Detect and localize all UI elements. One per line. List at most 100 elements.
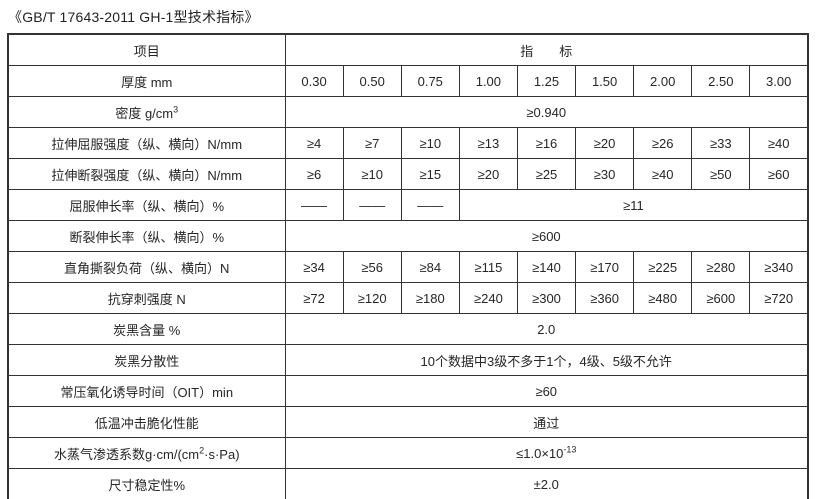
spec-table: 项目 指 标厚度 mm 0.30 0.50 0.75 1.00 1.25 1.50 2.00 2.… <box>7 33 809 499</box>
row-label-cell: 拉伸断裂强度（纵、横向）N/mm <box>7 158 286 190</box>
cell-text: 断裂伸长率（纵、横向）% <box>69 229 225 245</box>
table-row: 断裂伸长率（纵、横向）% ≥600 <box>7 220 809 252</box>
value-cell: 0.75 <box>400 65 460 97</box>
cell-text: ≥11 <box>623 197 644 213</box>
value-cell: ≥50 <box>691 158 751 190</box>
value-cell: ≥25 <box>516 158 577 190</box>
row-label-cell: 屈服伸长率（纵、横向）% <box>7 189 286 221</box>
cell-text: ≥60 <box>767 166 790 182</box>
cell-text: 1.25 <box>533 73 560 89</box>
cell-text: ≥120 <box>357 290 387 306</box>
cell-text: ≥30 <box>593 166 616 182</box>
value-cell: 0.50 <box>342 65 402 97</box>
cell-text: 厚度 mm <box>121 74 173 90</box>
page-title: 《GB/T 17643-2011 GH-1型技术指标》 <box>8 9 259 25</box>
cell-text: ≥15 <box>419 166 442 182</box>
value-cell: ≥480 <box>633 282 693 314</box>
cell-text: ≥40 <box>651 166 674 182</box>
cell-text: ≥60 <box>535 383 558 399</box>
cell-text: ≤1.0×10 <box>516 445 564 461</box>
table-row: 密度 g/cm3 ≥0.940 <box>7 96 809 128</box>
cell-text: 屈服伸长率（纵、横向）% <box>69 198 225 214</box>
cell-text: ≥50 <box>710 166 732 182</box>
value-cell: ≥60 <box>284 375 809 407</box>
cell-text: 低温冲击脆化性能 <box>94 415 199 431</box>
cell-text: 拉伸屈服强度（纵、横向）N/mm <box>51 136 243 152</box>
value-cell: ≥360 <box>575 282 635 314</box>
row-label-cell: 尺寸稳定性% <box>7 468 286 499</box>
value-cell: ≥33 <box>691 127 751 159</box>
cell-text: 0.75 <box>417 73 443 89</box>
value-cell: 1.50 <box>575 65 635 97</box>
cell-text: ≥280 <box>706 259 736 275</box>
value-cell: ≥16 <box>516 127 577 159</box>
row-label-cell: 炭黑分散性 <box>7 344 286 376</box>
value-cell: ≥340 <box>749 251 809 283</box>
value-cell: ≥115 <box>458 251 518 283</box>
row-label-cell: 常压氧化诱导时间（OIT）min <box>7 375 286 407</box>
cell-text: 1.00 <box>475 73 502 89</box>
cell-text: 水蒸气渗透系数g·cm/(cm <box>53 446 200 462</box>
value-cell: —— <box>342 189 402 221</box>
table-row: 常压氧化诱导时间（OIT）min ≥60 <box>7 375 809 407</box>
value-cell: 1.00 <box>458 65 518 97</box>
table-row: 低温冲击脆化性能 通过 <box>7 406 809 438</box>
cell-text: ≥34 <box>303 259 325 275</box>
value-cell: ≥10 <box>400 127 460 159</box>
table-row: 水蒸气渗透系数g·cm/(cm2·s·Pa) ≤1.0×10-13 <box>7 437 809 469</box>
value-cell: ≥225 <box>633 251 693 283</box>
value-cell: —— <box>284 189 344 221</box>
cell-text: ≥600 <box>706 290 736 306</box>
value-cell: ≥600 <box>691 282 751 314</box>
cell-text: ≥300 <box>532 290 561 306</box>
value-cell: 0.30 <box>284 65 344 97</box>
value-cell: —— <box>400 189 460 221</box>
value-cell: ≥600 <box>284 220 809 252</box>
value-cell: ≥7 <box>342 127 402 159</box>
value-cell: 10个数据中3级不多于1个，4级、5级不允许 <box>284 344 809 376</box>
cell-text: ≥0.940 <box>526 104 567 120</box>
cell-text: 0.30 <box>301 73 327 89</box>
cell-text: 直角撕裂负荷（纵、横向）N <box>64 260 230 276</box>
value-cell: ≥15 <box>400 158 460 190</box>
value-cell: ≥120 <box>342 282 402 314</box>
value-cell: 通过 <box>284 406 809 438</box>
value-cell: 2.00 <box>633 65 693 97</box>
cell-text: 项目 <box>133 43 160 59</box>
cell-text: 炭黑含量 % <box>113 322 181 338</box>
value-cell: ≥56 <box>342 251 402 283</box>
table-row: 炭黑含量 % 2.0 <box>7 313 809 345</box>
table-row: 厚度 mm 0.30 0.50 0.75 1.00 1.25 1.50 2.00 2.50 3.0… <box>7 65 809 97</box>
cell-text: 通过 <box>533 415 560 431</box>
cell-text: ≥140 <box>532 259 561 275</box>
row-label-cell: 水蒸气渗透系数g·cm/(cm2·s·Pa) <box>7 437 286 469</box>
value-cell: 1.25 <box>516 65 577 97</box>
cell-text: ≥33 <box>710 135 732 151</box>
superscript-text: 2 <box>199 445 205 456</box>
cell-text: 拉伸断裂强度（纵、横向）N/mm <box>51 167 243 183</box>
cell-text: ≥240 <box>473 290 503 306</box>
row-label-cell: 抗穿刺强度 N <box>7 282 286 314</box>
cell-text: 10个数据中3级不多于1个，4级、5级不允许 <box>420 353 672 369</box>
table-row: 拉伸屈服强度（纵、横向）N/mm ≥4 ≥7 ≥10 ≥13 ≥16 ≥20 ≥26 ≥33 ≥4… <box>7 127 809 159</box>
cell-text: ≥10 <box>361 166 383 182</box>
cell-text: ≥115 <box>474 259 503 275</box>
cell-text: ≥480 <box>648 290 678 306</box>
cell-text: 1.50 <box>591 73 618 89</box>
value-cell: ≥13 <box>458 127 518 159</box>
superscript-text: -13 <box>563 444 577 455</box>
table-row: 屈服伸长率（纵、横向）% —— —— —— ≥11 <box>7 189 809 221</box>
cell-text: ≥10 <box>419 135 442 151</box>
cell-text: ≥40 <box>767 135 790 151</box>
superscript-text: 3 <box>173 104 179 115</box>
value-cell: 3.00 <box>749 65 809 97</box>
value-cell: ≥6 <box>284 158 344 190</box>
value-cell: ≥0.940 <box>284 96 809 128</box>
cell-text: ≥225 <box>648 259 678 275</box>
cell-text: ≥84 <box>419 259 442 275</box>
row-label-cell: 炭黑含量 % <box>7 313 286 345</box>
value-cell: ≥34 <box>284 251 344 283</box>
cell-text: ≥340 <box>764 259 794 275</box>
row-label-cell: 直角撕裂负荷（纵、横向）N <box>7 251 286 283</box>
table-row: 直角撕裂负荷（纵、横向）N ≥34 ≥56 ≥84 ≥115 ≥140 ≥170 ≥225 ≥2… <box>7 251 809 283</box>
